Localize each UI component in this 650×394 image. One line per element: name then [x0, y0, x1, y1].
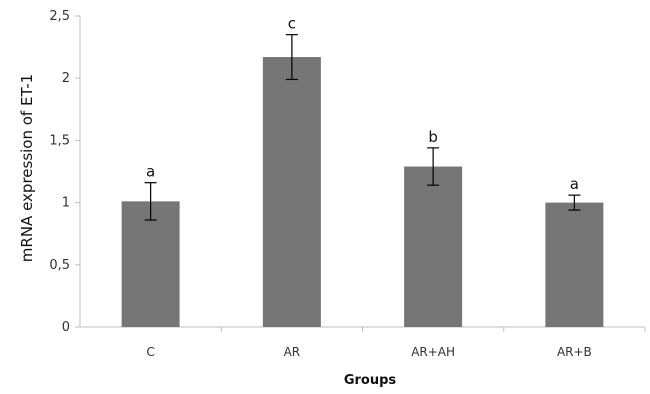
bar — [121, 201, 180, 327]
x-tick-label: AR+B — [557, 345, 592, 359]
error-bars — [144, 34, 581, 221]
x-tick-label: AR+AH — [411, 345, 455, 359]
y-axis-title: mRNA expression of ET-1 — [18, 74, 36, 262]
bars — [121, 57, 604, 327]
bar — [545, 202, 604, 327]
x-axis-title: Groups — [344, 373, 397, 388]
y-tick-label: 2,5 — [49, 9, 70, 24]
y-tick-label: 1 — [62, 196, 70, 211]
y-axis: 0 0,5 1 1,5 2 2,5 — [49, 9, 81, 335]
x-tick-label: AR — [284, 345, 301, 359]
significance-label: a — [146, 163, 155, 181]
x-axis: C AR AR+AH AR+B — [80, 326, 646, 359]
y-tick-label: 2 — [62, 71, 70, 86]
bar — [404, 166, 463, 327]
significance-labels: a c b a — [146, 15, 579, 193]
significance-label: b — [428, 128, 438, 146]
y-tick-label: 0,5 — [49, 258, 70, 273]
bar — [262, 57, 321, 327]
y-tick-label: 0 — [62, 320, 70, 335]
significance-label: a — [570, 175, 579, 193]
significance-label: c — [288, 15, 296, 33]
x-tick-label: C — [146, 345, 154, 359]
y-tick-label: 1,5 — [49, 133, 70, 148]
